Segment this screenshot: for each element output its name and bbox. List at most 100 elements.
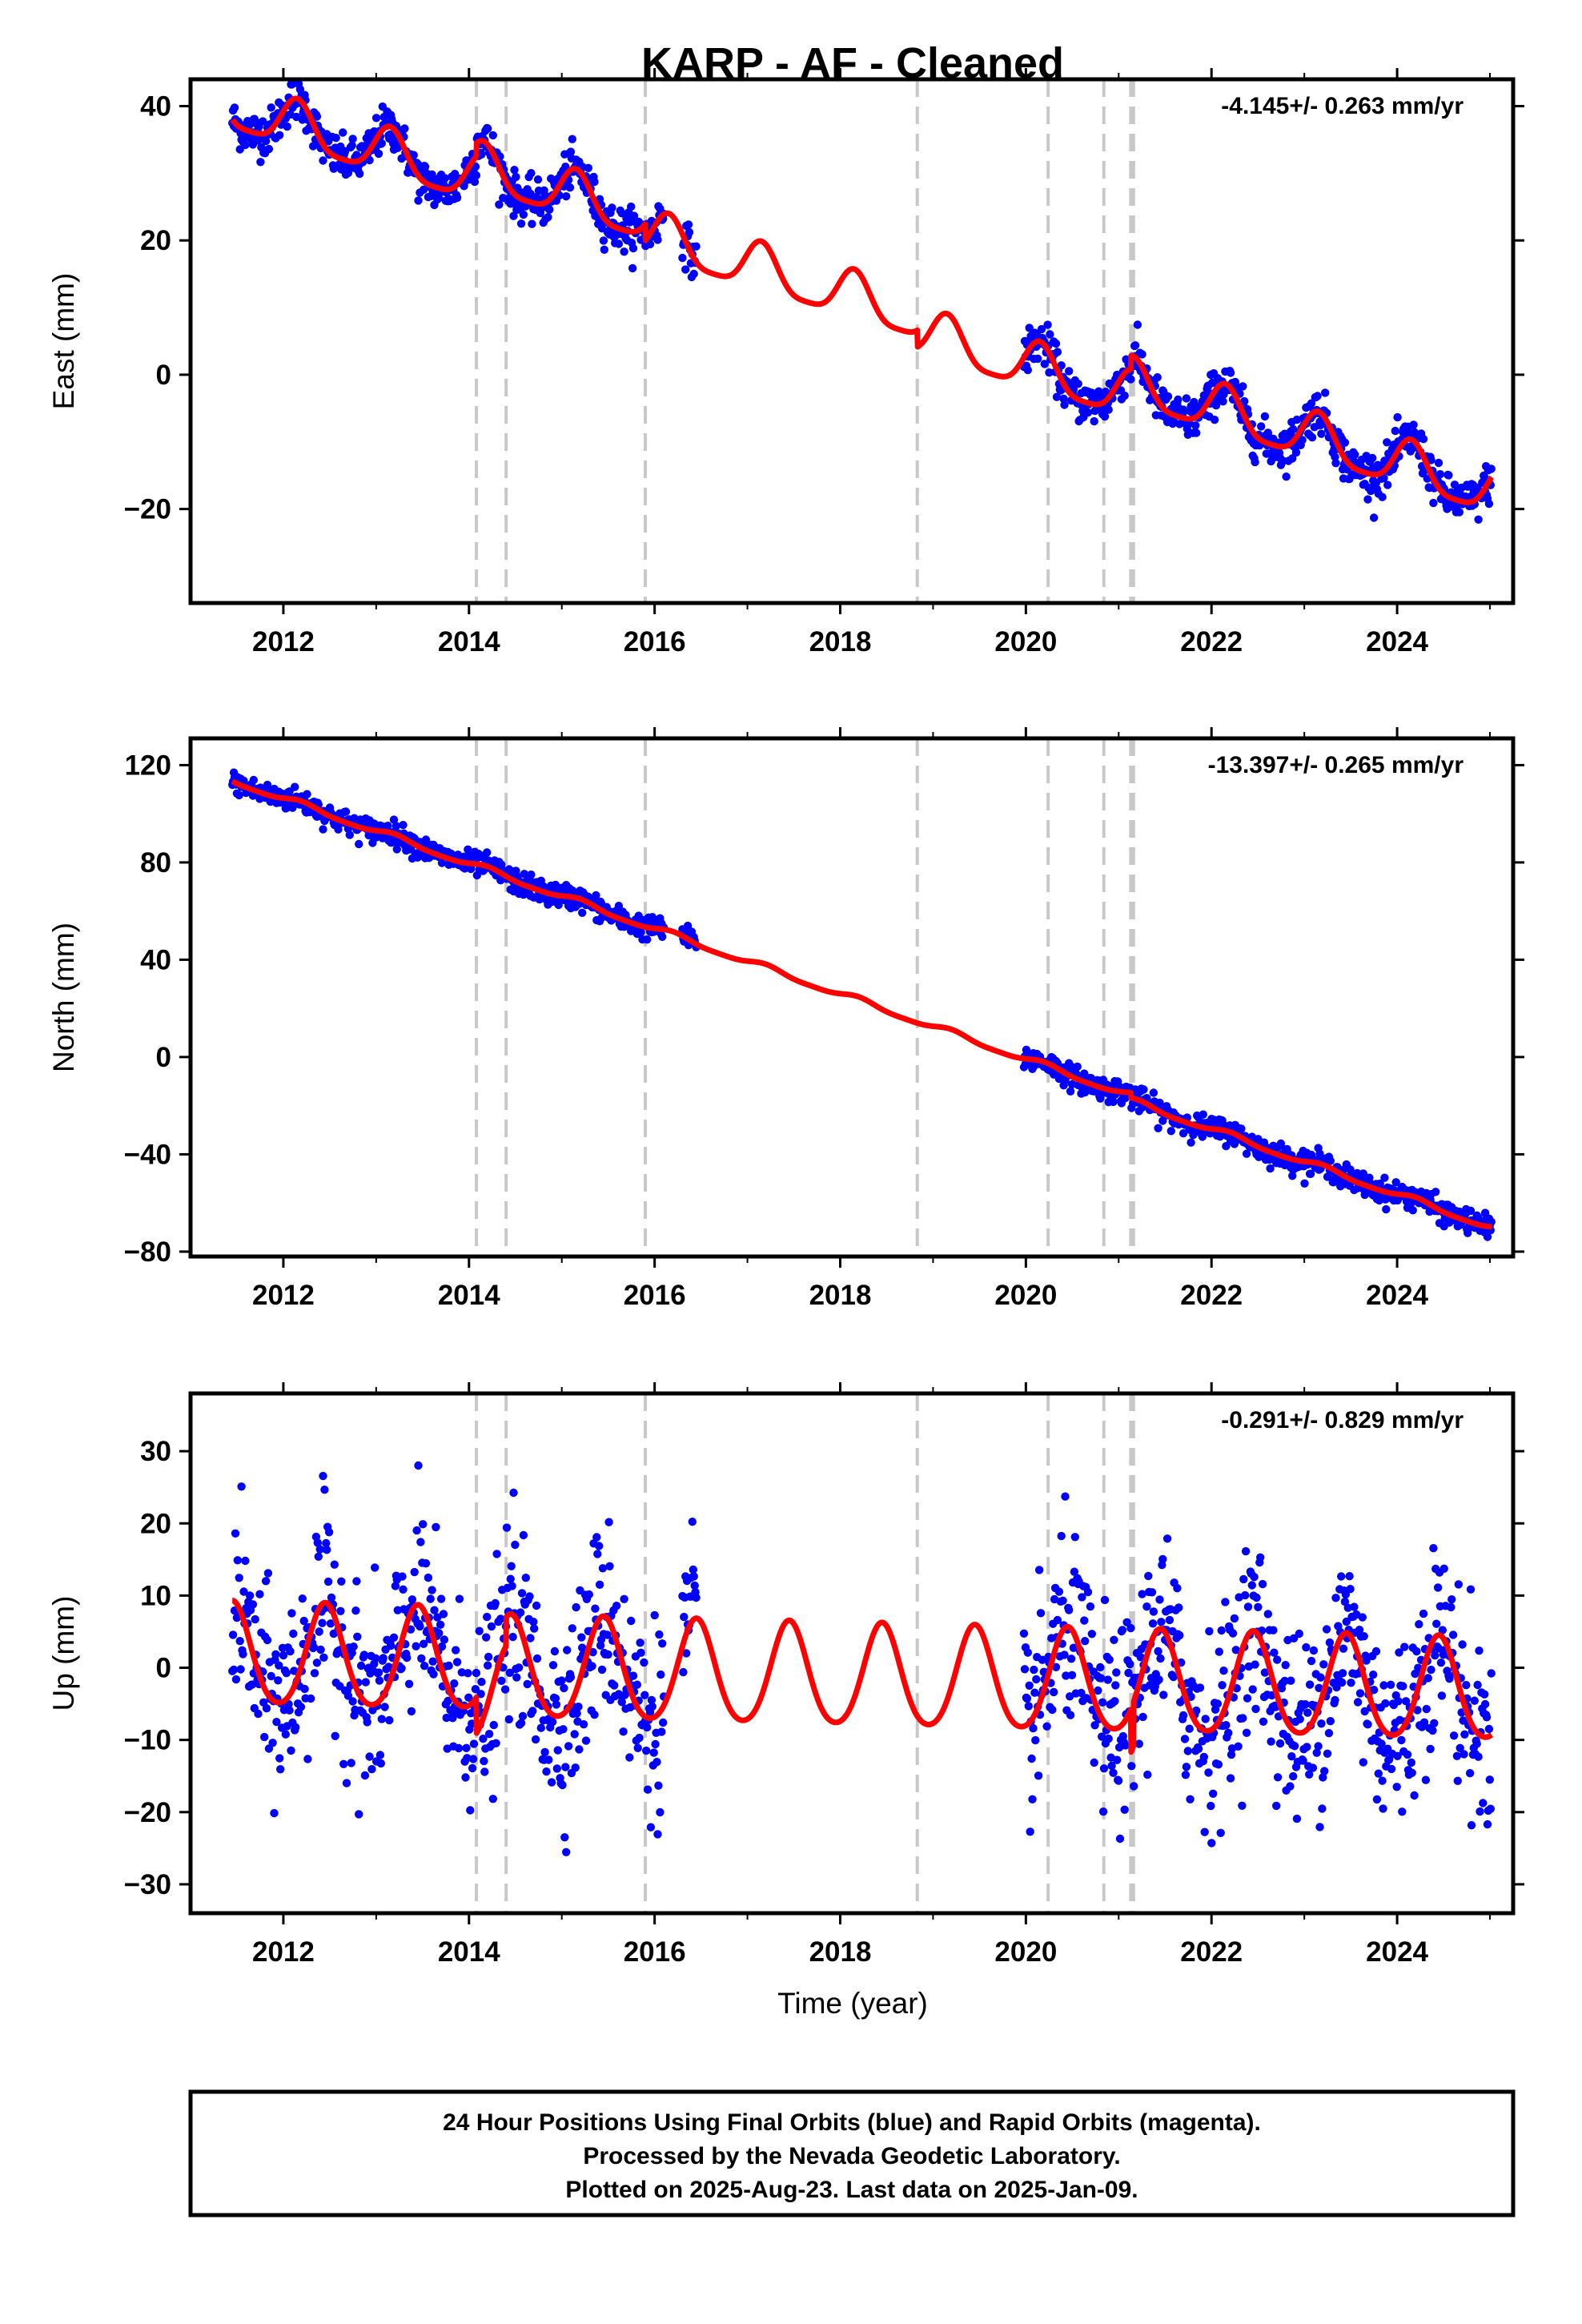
east-data-point: [684, 220, 693, 229]
up-data-point: [1429, 1544, 1438, 1553]
up-data-point: [1305, 1680, 1315, 1689]
up-data-point: [1158, 1554, 1167, 1564]
up-data-point: [628, 1671, 638, 1680]
up-data-point: [591, 1604, 600, 1613]
up-data-point: [1355, 1689, 1365, 1698]
east-x-tick-label: 2016: [624, 626, 686, 657]
up-y-tick-label: 20: [140, 1508, 171, 1539]
east-data-point: [590, 177, 599, 187]
north-x-tick-label: 2016: [624, 1280, 686, 1311]
up-data-point: [1474, 1752, 1483, 1761]
east-data-point: [355, 169, 364, 179]
up-data-point: [417, 1654, 426, 1663]
up-data-point: [1415, 1620, 1423, 1629]
up-data-point: [1126, 1623, 1135, 1633]
up-data-point: [502, 1523, 512, 1532]
up-x-tick-label: 2016: [624, 1936, 686, 1968]
up-x-tick-label: 2020: [994, 1936, 1057, 1968]
north-data-point: [1380, 1173, 1389, 1182]
up-data-point: [1238, 1801, 1247, 1810]
up-data-point: [1465, 1769, 1475, 1778]
up-data-point: [462, 1743, 471, 1752]
up-data-point: [387, 1641, 396, 1651]
up-data-point: [571, 1763, 580, 1772]
up-data-point: [627, 1616, 636, 1626]
east-data-point: [1434, 458, 1443, 468]
east-rate-label: -4.145+/- 0.263 mm/yr: [1221, 93, 1464, 119]
up-data-point: [577, 1633, 586, 1642]
up-data-point: [1251, 1660, 1259, 1669]
up-data-point: [1070, 1533, 1080, 1542]
north-y-tick-label: 80: [140, 847, 171, 879]
up-data-point: [1080, 1616, 1089, 1625]
east-data-point: [584, 163, 592, 172]
east-data-point: [599, 236, 608, 245]
east-data-point: [1059, 394, 1068, 404]
up-data-point: [658, 1639, 667, 1648]
up-data-point: [282, 1669, 291, 1678]
north-data-point: [1186, 1138, 1195, 1147]
up-data-point: [651, 1739, 660, 1749]
up-data-point: [568, 1624, 576, 1633]
up-data-point: [1286, 1782, 1295, 1791]
east-data-point: [312, 112, 322, 121]
north-data-point: [464, 845, 472, 854]
up-data-point: [410, 1567, 419, 1577]
up-data-point: [1083, 1587, 1093, 1597]
up-data-point: [1226, 1774, 1235, 1783]
up-data-point: [1195, 1683, 1205, 1692]
up-data-point: [404, 1679, 414, 1688]
up-data-point: [1431, 1651, 1439, 1660]
up-data-point: [412, 1642, 420, 1651]
up-data-point: [1423, 1674, 1432, 1683]
east-data-point: [1090, 416, 1098, 426]
up-data-point: [1316, 1673, 1325, 1682]
up-data-point: [1183, 1747, 1193, 1755]
up-data-point: [1290, 1742, 1299, 1751]
up-data-point: [489, 1720, 498, 1730]
east-data-point: [352, 151, 361, 159]
up-data-point: [461, 1773, 470, 1782]
east-data-point: [565, 183, 575, 192]
east-data-point: [1239, 382, 1247, 391]
up-data-point: [367, 1765, 376, 1774]
up-data-point: [1112, 1668, 1121, 1677]
up-data-point: [1126, 1659, 1134, 1669]
up-data-point: [1263, 1610, 1273, 1618]
up-data-point: [1110, 1635, 1118, 1644]
up-data-point: [1251, 1704, 1260, 1714]
up-data-point: [492, 1550, 501, 1558]
north-x-tick-label: 2012: [252, 1280, 315, 1311]
up-data-point: [1103, 1675, 1113, 1684]
east-data-point: [1104, 405, 1113, 414]
up-data-point: [1162, 1534, 1172, 1543]
up-data-point: [1433, 1583, 1443, 1592]
up-data-point: [1295, 1629, 1304, 1638]
north-y-axis-label: North (mm): [47, 923, 80, 1072]
east-data-point: [1484, 499, 1494, 509]
east-data-point: [1053, 348, 1062, 356]
up-data-point: [1020, 1665, 1030, 1674]
up-data-point: [355, 1810, 363, 1819]
up-data-point: [318, 1618, 327, 1627]
up-data-point: [324, 1528, 334, 1537]
up-data-point: [1243, 1694, 1252, 1703]
up-data-point: [452, 1646, 460, 1655]
up-data-point: [548, 1718, 557, 1727]
up-data-point: [1371, 1647, 1381, 1656]
up-data-point: [285, 1706, 294, 1715]
east-data-point: [1023, 365, 1033, 375]
up-data-point: [248, 1600, 258, 1609]
up-data-point: [424, 1573, 433, 1582]
up-data-point: [552, 1700, 561, 1709]
up-data-point: [397, 1664, 406, 1673]
up-data-point: [233, 1556, 242, 1565]
up-data-point: [398, 1572, 407, 1581]
up-data-point: [1272, 1801, 1281, 1811]
up-data-point: [530, 1624, 539, 1633]
up-y-tick-label: 10: [140, 1580, 171, 1611]
east-data-point: [1179, 407, 1189, 416]
up-data-point: [1222, 1721, 1231, 1730]
east-data-point: [516, 219, 526, 228]
east-data-point: [347, 141, 356, 150]
